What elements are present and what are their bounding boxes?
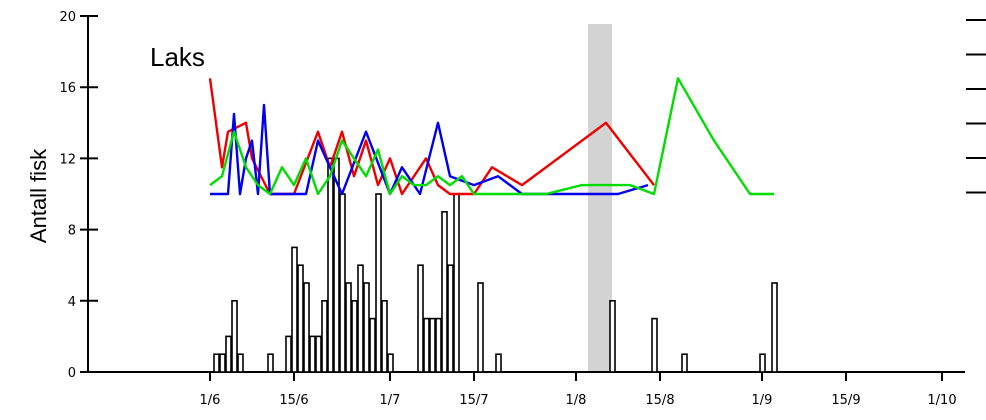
bar: [435, 317, 442, 373]
x-tick-label: 1/9: [752, 393, 773, 408]
bar: [609, 299, 616, 373]
y-axis-label: Antall fisk: [26, 148, 51, 243]
bar: [303, 282, 310, 373]
bar: [453, 193, 460, 373]
bar: [267, 353, 274, 373]
x-tick-label: 15/7: [459, 393, 488, 408]
shaded-period: [588, 24, 612, 372]
bar: [771, 282, 778, 373]
bar: [309, 335, 316, 373]
y-tick-label: 20: [59, 10, 76, 25]
x-tick-label: 1/6: [200, 393, 221, 408]
bar: [387, 353, 394, 373]
bar: [363, 282, 370, 373]
bar: [315, 335, 322, 373]
y-tick-label: 8: [68, 224, 76, 239]
bar: [219, 353, 226, 373]
x-tick-label: 1/10: [927, 393, 956, 408]
bar: [333, 157, 340, 373]
bar: [225, 335, 232, 373]
bar: [291, 246, 298, 373]
bar: [231, 299, 238, 373]
y-tick-label: 4: [68, 295, 76, 310]
x-tick-label: 1/7: [380, 393, 401, 408]
x-tick-label: 15/8: [645, 393, 674, 408]
bar: [345, 282, 352, 373]
bar: [381, 299, 388, 373]
bar: [651, 317, 658, 373]
bar: [447, 264, 454, 373]
species-annotation: Laks: [150, 42, 205, 72]
bar: [681, 353, 688, 373]
x-tick-label: 15/9: [831, 393, 860, 408]
bar: [429, 317, 436, 373]
bar: [351, 299, 358, 373]
bar: [321, 299, 328, 373]
y-tick-label: 0: [68, 366, 76, 381]
bar: [297, 264, 304, 373]
bar: [285, 335, 292, 373]
plot-area: 0 4 8 12 16 20 1/6 15/6 1/7 15/7 1/8 15/8 1/9 15/9 1/1…: [59, 10, 986, 408]
y-tick-label: 16: [59, 81, 76, 96]
bar: [237, 353, 244, 373]
bar: [441, 211, 448, 373]
bar: [369, 317, 376, 373]
bar: [477, 282, 484, 373]
bar: [759, 353, 766, 373]
bar: [423, 317, 430, 373]
bar: [495, 353, 502, 373]
bar: [417, 264, 424, 373]
y-tick-label: 12: [59, 152, 76, 167]
series-line: [209, 77, 774, 196]
bar: [213, 353, 220, 373]
bar: [327, 157, 334, 373]
x-tick-label: 15/6: [279, 393, 308, 408]
bar: [357, 264, 364, 373]
x-tick-label: 1/8: [566, 393, 587, 408]
bar: [375, 193, 382, 373]
bar: [339, 193, 346, 373]
